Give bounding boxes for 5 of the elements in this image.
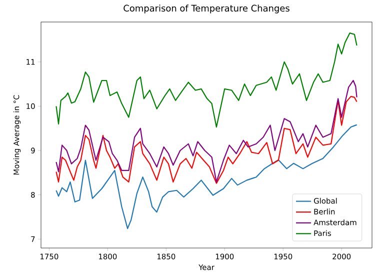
- line-series: [56, 32, 358, 128]
- chart-title: Comparison of Temperature Changes: [124, 4, 290, 14]
- line-series: [56, 96, 358, 184]
- line-series: [56, 80, 358, 183]
- line-series: [56, 124, 358, 230]
